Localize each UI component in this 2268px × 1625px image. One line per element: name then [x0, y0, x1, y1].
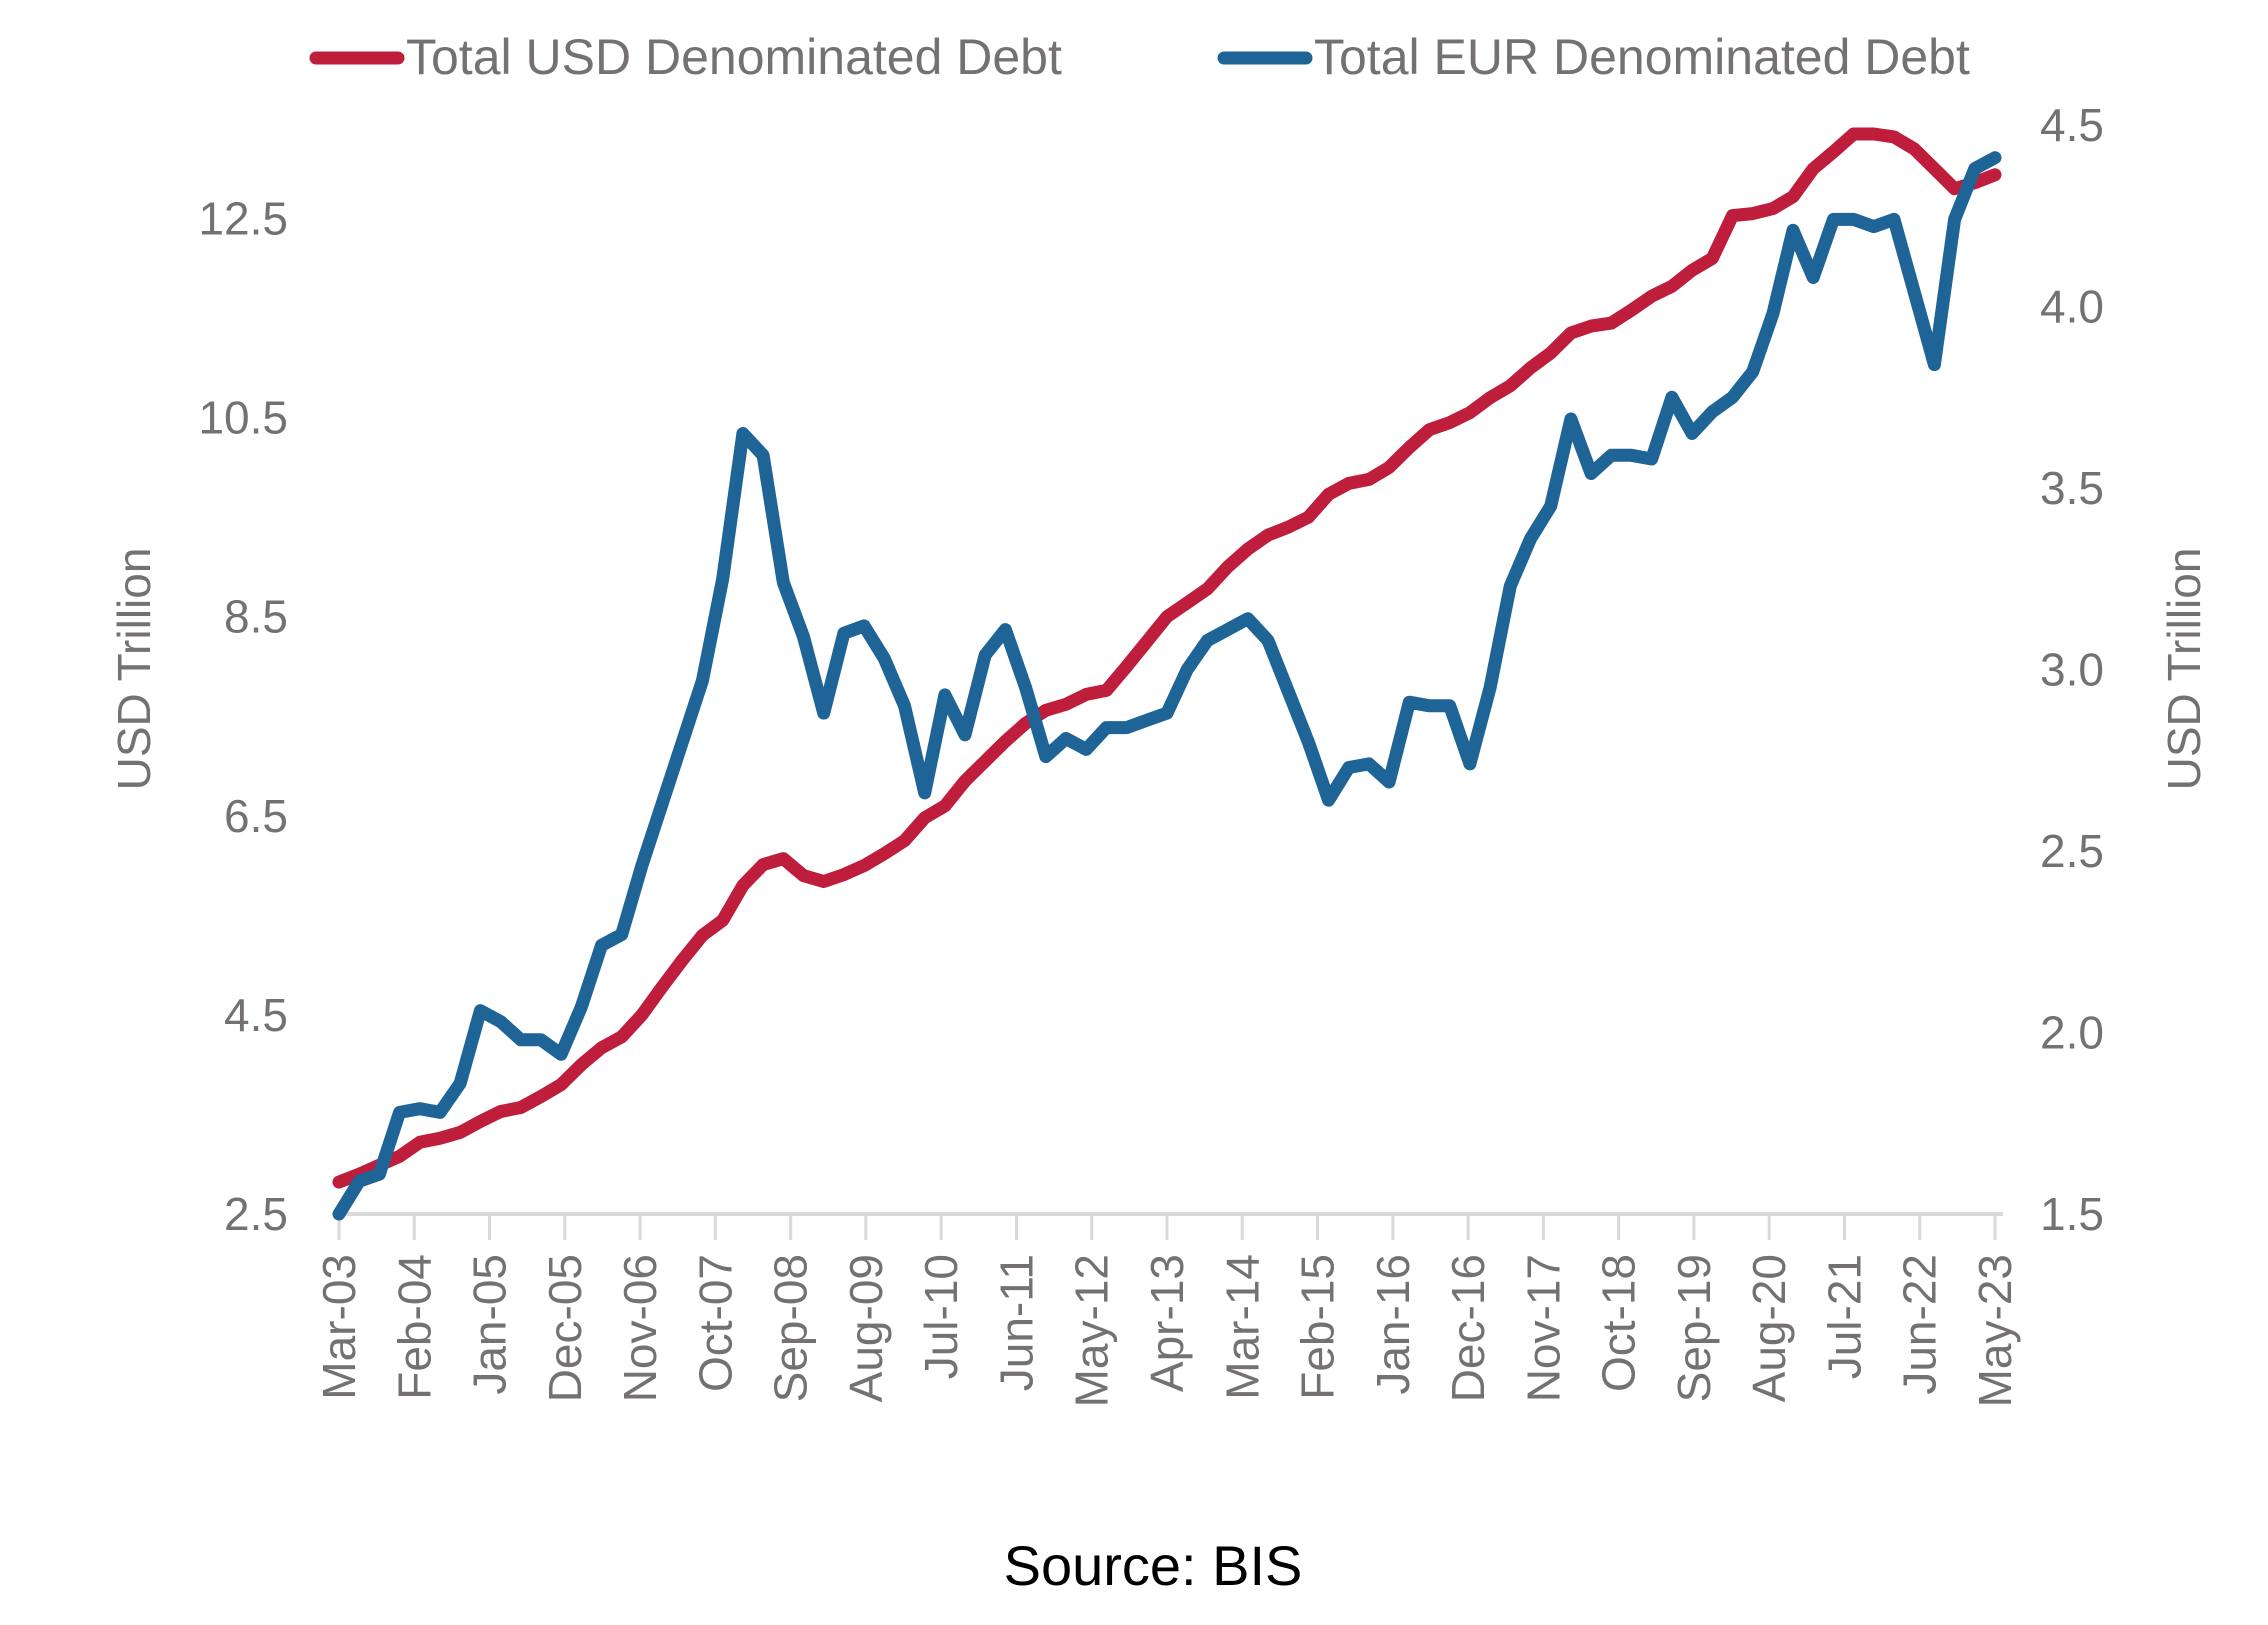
x-tick-label: Nov-06: [614, 1254, 666, 1402]
y-right-tick-label: 3.0: [2040, 644, 2104, 696]
x-tick-label: May-12: [1066, 1254, 1118, 1407]
y-left-tick-label: 12.5: [198, 193, 288, 245]
y-right-tick-label: 4.5: [2040, 99, 2104, 151]
x-tick-label: Sep-08: [765, 1254, 817, 1402]
x-tick-label: Feb-15: [1292, 1254, 1344, 1400]
x-tick-label: Sep-19: [1668, 1254, 1720, 1402]
y-left-tick-label: 2.5: [224, 1188, 288, 1240]
legend-label-eur: Total EUR Denominated Debt: [1314, 29, 1970, 85]
x-tick-label: Mar-03: [313, 1254, 365, 1400]
y-axis-left-title: USD Trillion: [108, 548, 160, 791]
y-right-tick-label: 2.0: [2040, 1007, 2104, 1059]
x-tick-label: Mar-14: [1216, 1254, 1268, 1400]
y-right-tick-label: 3.5: [2040, 462, 2104, 514]
y-right-tick-label: 1.5: [2040, 1188, 2104, 1240]
y-left-tick-label: 10.5: [198, 392, 288, 444]
x-tick-label: Jul-21: [1818, 1254, 1870, 1379]
x-tick-label: Nov-17: [1517, 1254, 1569, 1402]
x-tick-label: Oct-18: [1593, 1254, 1645, 1392]
usd-debt-line: [332, 127, 2002, 1189]
x-tick-label: Apr-13: [1141, 1254, 1193, 1392]
y-axis-right-title: USD Trillion: [2158, 548, 2210, 791]
y-right-tick-label: 2.5: [2040, 825, 2104, 877]
x-tick-label: Oct-07: [689, 1254, 741, 1392]
x-tick-label: Feb-04: [388, 1254, 440, 1400]
x-tick-label: Jan-16: [1367, 1254, 1419, 1395]
x-tick-label: Jul-10: [915, 1254, 967, 1379]
y-left-tick-label: 6.5: [224, 790, 288, 842]
x-tick-label: Dec-16: [1442, 1254, 1494, 1402]
series-lines: [332, 127, 2002, 1221]
source-note: Source: BIS: [1004, 1534, 1303, 1597]
y-axis-left: 2.5 4.5 6.5 8.5 10.5 12.5: [198, 193, 288, 1240]
x-axis: Mar-03 Feb-04 Jan-05 Dec-05 Nov-06 Oct-07 Sep-…: [313, 1212, 2021, 1407]
x-tick-label: May-23: [1969, 1254, 2021, 1407]
y-left-tick-label: 8.5: [224, 591, 288, 643]
y-axis-right: 1.5 2.0 2.5 3.0 3.5 4.0 4.5: [2040, 99, 2104, 1240]
y-right-tick-label: 4.0: [2040, 281, 2104, 333]
x-tick-label: Jan-05: [464, 1254, 516, 1395]
y-left-tick-label: 4.5: [224, 989, 288, 1041]
legend-label-usd: Total USD Denominated Debt: [406, 29, 1062, 85]
eur-debt-line: [332, 151, 2002, 1221]
x-tick-label: Aug-20: [1743, 1254, 1795, 1402]
x-tick-label: Aug-09: [840, 1254, 892, 1402]
x-tick-label: Jun-22: [1894, 1254, 1946, 1395]
x-tick-label: Jun-11: [990, 1254, 1042, 1391]
x-tick-label: Dec-05: [539, 1254, 591, 1402]
legend: Total USD Denominated Debt Total EUR Den…: [309, 29, 1970, 85]
